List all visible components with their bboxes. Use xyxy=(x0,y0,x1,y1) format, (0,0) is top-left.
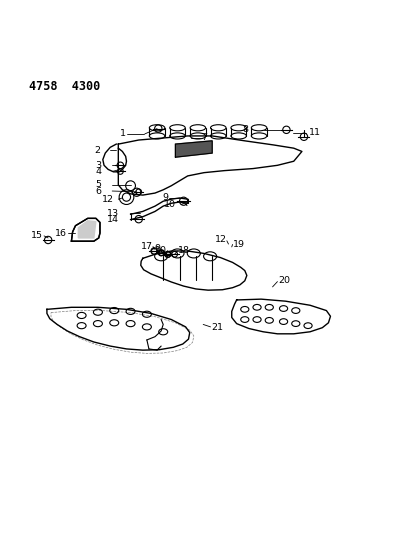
Text: 14: 14 xyxy=(107,215,119,224)
Text: 10: 10 xyxy=(164,200,175,209)
Polygon shape xyxy=(71,219,100,241)
Text: 15: 15 xyxy=(31,231,43,240)
Text: 10: 10 xyxy=(155,246,166,255)
Text: 12: 12 xyxy=(102,195,113,204)
Text: 7: 7 xyxy=(202,133,208,142)
Text: 11: 11 xyxy=(309,128,321,137)
Polygon shape xyxy=(175,141,212,157)
Text: 20: 20 xyxy=(278,276,290,285)
Text: 5: 5 xyxy=(95,180,101,189)
Text: 16: 16 xyxy=(55,229,67,238)
Text: 6: 6 xyxy=(95,187,101,196)
Text: 9: 9 xyxy=(162,193,168,203)
Text: 21: 21 xyxy=(211,323,223,332)
Text: 1: 1 xyxy=(120,130,126,139)
Text: 13: 13 xyxy=(107,209,119,218)
Text: 8: 8 xyxy=(242,125,248,134)
Polygon shape xyxy=(78,221,96,238)
Text: 12: 12 xyxy=(215,236,226,245)
Text: 3: 3 xyxy=(95,161,101,170)
Text: 4758  4300: 4758 4300 xyxy=(29,80,100,93)
Text: 2: 2 xyxy=(94,146,100,155)
Text: 4: 4 xyxy=(95,167,101,176)
Text: 19: 19 xyxy=(233,239,245,248)
Text: 9: 9 xyxy=(154,244,160,253)
Text: 17: 17 xyxy=(141,241,153,251)
Text: 18: 18 xyxy=(178,246,190,255)
